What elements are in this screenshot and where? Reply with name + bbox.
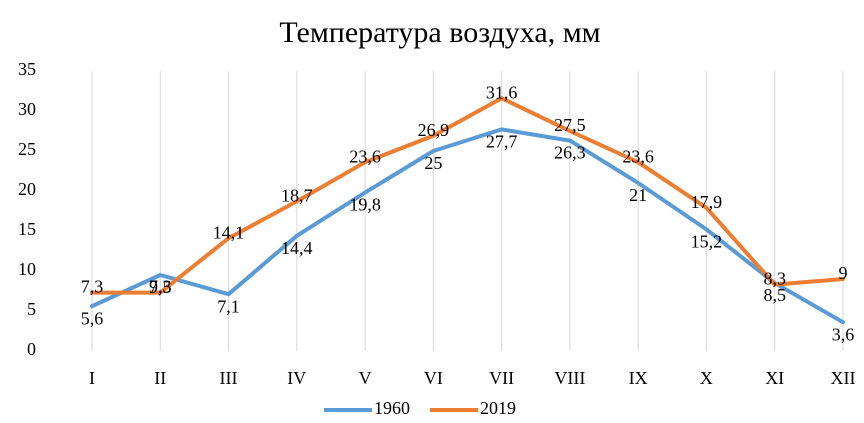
y-tick-label: 20 [18, 179, 36, 199]
x-tick-label: X [700, 368, 713, 388]
x-tick-label: XI [765, 368, 784, 388]
data-label: 9 [838, 263, 847, 283]
data-label: 31,6 [486, 82, 518, 102]
data-label: 7,3 [81, 277, 104, 297]
data-label: 27,5 [554, 115, 586, 135]
series-line [90, 96, 845, 295]
x-tick-label: VII [489, 368, 514, 388]
legend-label: 1960 [374, 398, 410, 418]
data-label: 14,4 [281, 238, 313, 258]
y-tick-label: 10 [18, 259, 36, 279]
chart-title: Температура воздуха, мм [279, 16, 600, 49]
data-label: 26,3 [554, 143, 586, 163]
x-tick-label: III [220, 368, 238, 388]
data-label: 3,6 [832, 324, 855, 344]
data-label: 18,7 [281, 186, 313, 206]
data-label: 23,6 [349, 146, 381, 166]
data-label: 21 [629, 185, 647, 205]
data-label: 27,7 [486, 132, 518, 152]
x-tick-label: I [89, 368, 95, 388]
data-label: 8,5 [763, 285, 786, 305]
x-tick-label: VI [424, 368, 443, 388]
data-label: 9,5 [149, 277, 172, 297]
y-tick-label: 35 [18, 59, 36, 79]
data-label: 19,8 [349, 195, 381, 215]
x-tick-label: V [359, 368, 372, 388]
data-label: 17,9 [691, 192, 723, 212]
data-label: 7,1 [217, 296, 240, 316]
y-tick-label: 5 [27, 299, 36, 319]
x-tick-label: II [154, 368, 166, 388]
y-tick-label: 0 [27, 339, 36, 359]
data-label: 25 [424, 153, 442, 173]
y-tick-label: 25 [18, 139, 36, 159]
data-label: 23,6 [622, 146, 654, 166]
x-tick-label: IX [629, 368, 648, 388]
data-label: 15,2 [691, 232, 723, 252]
data-label: 26,9 [418, 120, 450, 140]
data-label: 14,1 [213, 222, 245, 242]
y-tick-label: 30 [18, 99, 36, 119]
data-label: 5,6 [81, 308, 104, 328]
series-line [90, 127, 845, 325]
y-tick-label: 15 [18, 219, 36, 239]
x-tick-label: XII [830, 368, 855, 388]
legend-label: 2019 [480, 398, 516, 418]
x-tick-label: VIII [554, 368, 585, 388]
data-label: 7,3 [149, 277, 172, 297]
x-tick-label: IV [287, 368, 306, 388]
data-label: 8,3 [763, 269, 786, 289]
